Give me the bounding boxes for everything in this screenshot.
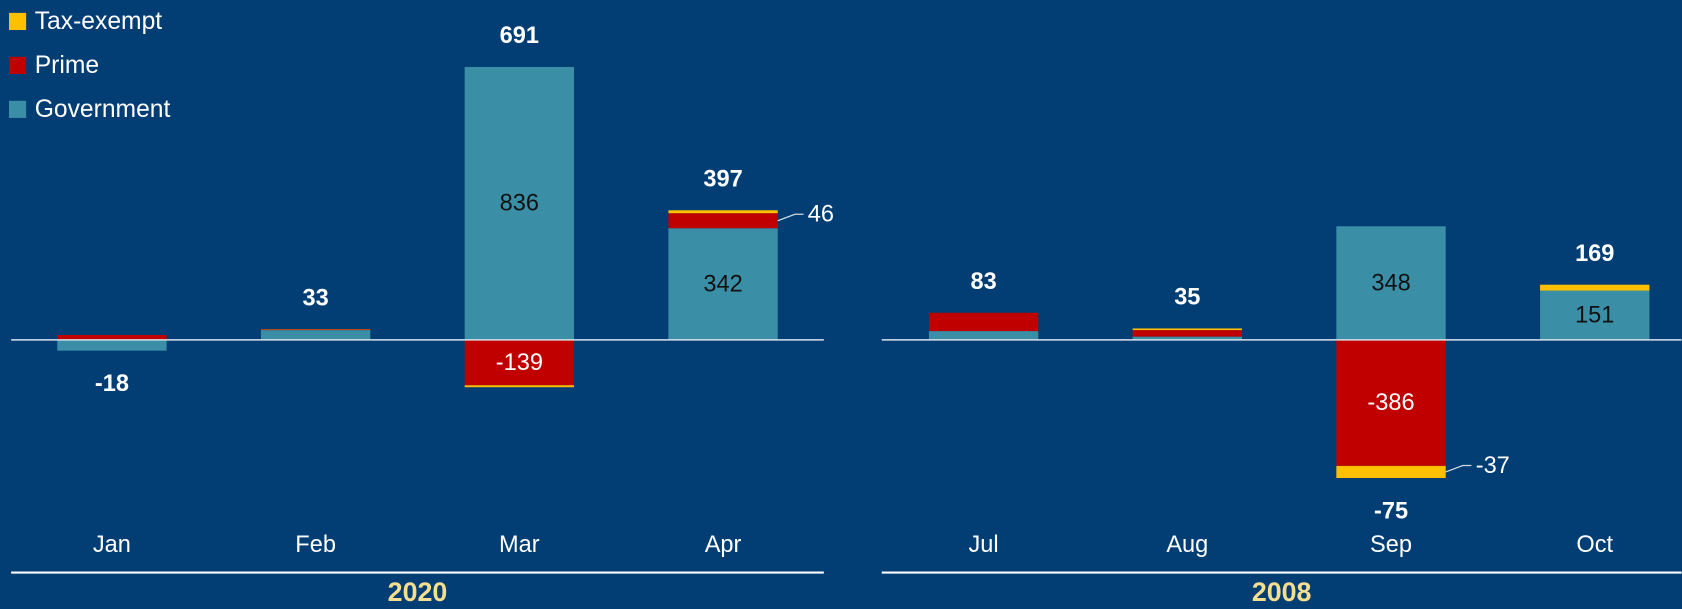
segment-label: 46	[808, 201, 834, 227]
legend-swatch	[8, 100, 27, 118]
leader-line	[1445, 464, 1472, 473]
bar-segment	[668, 213, 778, 229]
x-tick-label: Jul	[969, 531, 999, 557]
bar-segment	[464, 385, 575, 388]
total-label: 83	[970, 268, 996, 294]
total-label: 397	[703, 165, 742, 191]
segment-label: -37	[1476, 452, 1510, 478]
segment-label: 836	[500, 190, 539, 216]
bar-segment	[260, 329, 371, 331]
x-tick-label: Oct	[1576, 531, 1613, 557]
leader-line	[777, 213, 804, 222]
segment-label: -386	[1367, 389, 1414, 415]
x-tick-label: Aug	[1166, 531, 1208, 557]
bar-segment	[1540, 284, 1650, 291]
legend-swatch	[8, 12, 27, 31]
bar-segment	[464, 339, 575, 386]
x-tick-label: Jan	[93, 531, 131, 557]
total-label: 33	[303, 284, 329, 310]
total-label: -75	[1374, 498, 1408, 524]
bar-segment	[57, 339, 167, 351]
legend-label: Government	[35, 96, 171, 123]
bar-segment	[668, 228, 778, 340]
bar-segment	[1336, 465, 1446, 478]
bar-segment	[1336, 226, 1446, 340]
x-tick-label: Apr	[705, 531, 742, 557]
bar-segment	[1132, 336, 1242, 340]
bar-segment	[1132, 328, 1242, 331]
segment-label: 342	[703, 270, 742, 296]
total-label: 169	[1575, 240, 1614, 266]
panel-title: 2008	[1252, 577, 1312, 607]
legend-swatch	[8, 56, 27, 74]
bar-segment	[928, 331, 1039, 340]
legend-label: Prime	[35, 52, 99, 79]
bar-segment	[928, 312, 1039, 332]
bar-segment	[1132, 330, 1242, 337]
bar-segment	[57, 334, 167, 340]
segment-label: 151	[1575, 302, 1614, 328]
bar-segment	[1540, 290, 1650, 340]
bar-segment	[464, 66, 575, 340]
bar-segment	[668, 210, 778, 214]
panel-title: 2020	[388, 577, 448, 607]
total-label: -18	[95, 370, 129, 396]
segment-label: 348	[1371, 269, 1410, 295]
x-tick-label: Mar	[499, 531, 540, 557]
total-label: 35	[1174, 284, 1200, 310]
legend-label: Tax-exempt	[35, 8, 163, 35]
x-tick-label: Feb	[295, 531, 336, 557]
bar-segment	[1336, 339, 1446, 466]
segment-label: -139	[496, 349, 543, 375]
total-label: 691	[500, 22, 539, 48]
x-tick-label: Sep	[1370, 531, 1412, 557]
bar-segment	[260, 330, 371, 340]
